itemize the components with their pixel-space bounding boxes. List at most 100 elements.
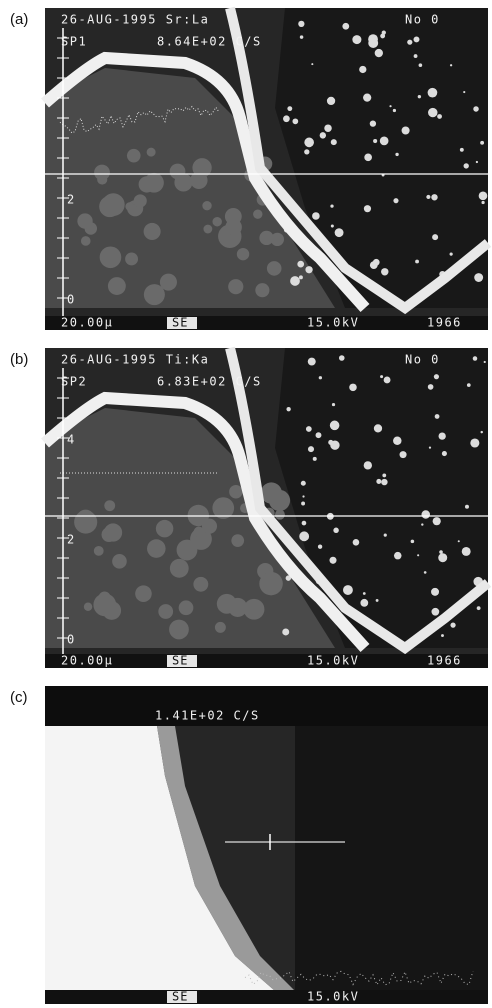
blob xyxy=(125,202,134,211)
speck xyxy=(304,138,314,148)
blob xyxy=(237,248,249,260)
speck xyxy=(426,195,430,199)
speck xyxy=(304,149,309,154)
speck xyxy=(373,139,377,143)
blob xyxy=(135,585,152,602)
mode-text: SE xyxy=(172,990,188,1004)
blob xyxy=(202,519,217,534)
speck xyxy=(414,54,418,58)
mode-text: SE xyxy=(172,316,188,330)
blob xyxy=(84,603,92,611)
spectrum-text: SP2 xyxy=(61,375,87,389)
blob xyxy=(74,511,97,534)
speck xyxy=(415,260,419,264)
speck xyxy=(327,97,335,105)
blob xyxy=(147,539,166,558)
speck xyxy=(370,120,376,126)
blob xyxy=(169,620,189,640)
speck xyxy=(474,273,483,282)
speck xyxy=(481,201,484,204)
profile-axis-label: 0 xyxy=(67,633,76,647)
blob xyxy=(156,520,173,537)
speck xyxy=(342,23,349,30)
frame-text: 1966 xyxy=(427,654,462,668)
speck xyxy=(413,36,419,42)
count-rate-text: 1.41E+02 C/S xyxy=(155,709,260,723)
panel-label: (c) xyxy=(10,689,28,706)
speck xyxy=(374,424,382,432)
blob xyxy=(217,594,237,614)
profile-axis-label: 2 xyxy=(67,193,76,207)
speck xyxy=(411,540,415,544)
speck xyxy=(286,407,290,411)
blob xyxy=(125,253,138,266)
scale-text: 20.00µ xyxy=(61,316,113,330)
speck xyxy=(333,528,338,533)
blob xyxy=(170,164,186,180)
frame-text: 1966 xyxy=(427,316,462,330)
panel-label: (a) xyxy=(10,11,28,28)
speck xyxy=(421,523,423,525)
speck xyxy=(368,34,378,44)
speck xyxy=(484,361,486,363)
speck xyxy=(473,106,479,112)
speck xyxy=(407,40,412,45)
speck xyxy=(450,253,453,256)
figure: (a)2026-AUG-1995 Sr:LaNo 0SP18.64E+02 C/… xyxy=(0,0,492,1008)
voltage-text: 15.0kV xyxy=(307,654,359,668)
speck xyxy=(283,115,290,122)
speck xyxy=(380,34,385,39)
speck xyxy=(480,141,484,145)
speck xyxy=(393,109,396,112)
count-rate-text: 8.64E+02 C/S xyxy=(157,35,262,49)
blob xyxy=(228,279,243,294)
speck xyxy=(364,205,371,212)
speck xyxy=(431,608,439,616)
speck xyxy=(349,384,356,391)
blob xyxy=(225,219,241,235)
speck xyxy=(313,457,317,461)
speck xyxy=(360,599,368,607)
speck xyxy=(302,521,307,526)
speck xyxy=(458,540,460,542)
blob xyxy=(271,233,284,246)
count-rate-text: 6.83E+02 C/S xyxy=(157,375,262,389)
speck xyxy=(389,105,391,107)
voltage-text: 15.0kV xyxy=(307,316,359,330)
speck xyxy=(418,95,421,98)
speck xyxy=(429,446,431,448)
blob xyxy=(267,261,282,276)
header-text: 26-AUG-1995 Sr:La xyxy=(61,13,209,27)
blob xyxy=(100,246,122,268)
speck xyxy=(380,375,383,378)
blob xyxy=(193,577,208,592)
speck xyxy=(364,154,372,162)
blob xyxy=(215,622,226,633)
blob xyxy=(229,485,243,499)
blob xyxy=(231,534,244,547)
blob xyxy=(81,236,91,246)
speck xyxy=(434,374,439,379)
panel-label: (b) xyxy=(10,351,28,368)
blob xyxy=(112,554,127,569)
number-text: No 0 xyxy=(405,353,440,367)
blob xyxy=(134,194,147,207)
blob xyxy=(97,175,107,185)
blob xyxy=(144,223,161,240)
blob xyxy=(275,510,285,520)
blob xyxy=(93,593,116,616)
speck xyxy=(463,91,465,93)
speck xyxy=(297,261,304,268)
speck xyxy=(382,474,386,478)
speck xyxy=(298,21,304,27)
speck xyxy=(312,212,320,220)
speck xyxy=(287,106,292,111)
speck xyxy=(330,421,340,431)
speck xyxy=(477,606,481,610)
speck xyxy=(290,276,300,286)
speck xyxy=(363,592,366,595)
speck xyxy=(330,441,339,450)
speck xyxy=(282,628,289,635)
